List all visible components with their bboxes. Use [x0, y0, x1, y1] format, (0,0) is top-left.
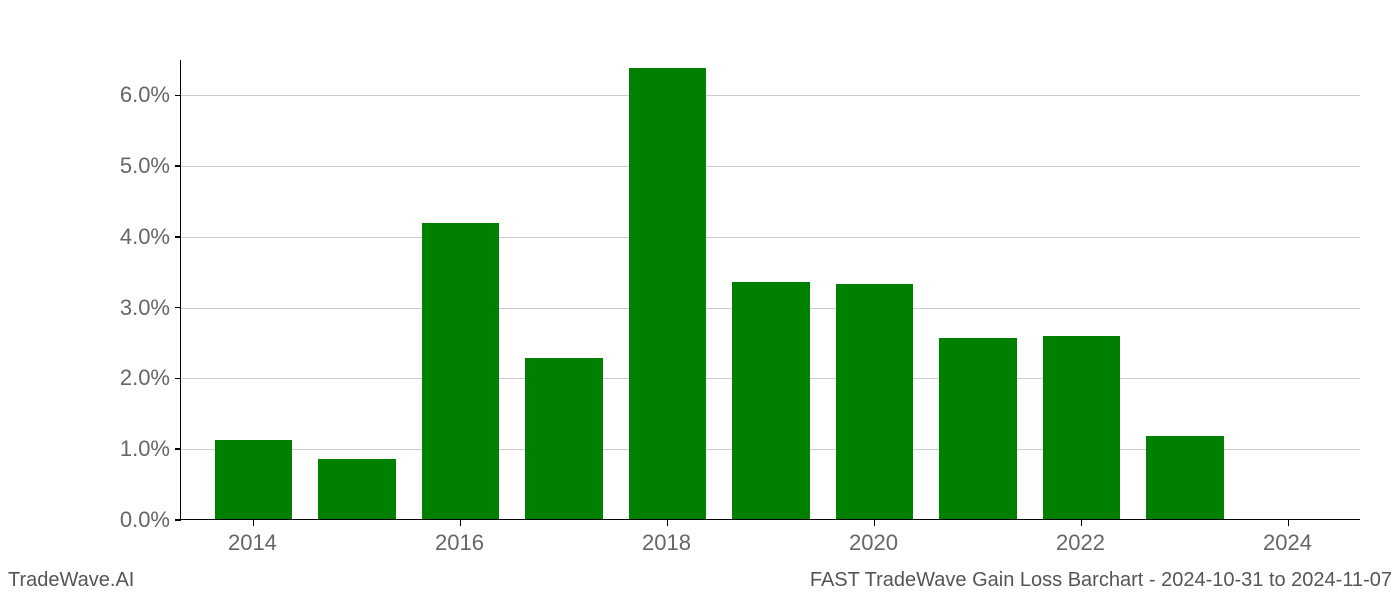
gridline	[181, 166, 1360, 167]
y-tick-label: 6.0%	[70, 82, 170, 108]
y-tick-label: 0.0%	[70, 507, 170, 533]
y-tick-label: 4.0%	[70, 224, 170, 250]
x-tick-label: 2016	[435, 530, 484, 556]
y-tick-label: 5.0%	[70, 153, 170, 179]
y-tick-mark	[175, 95, 181, 97]
bar	[1146, 436, 1224, 520]
y-tick-mark	[175, 307, 181, 309]
gridline	[181, 95, 1360, 96]
y-tick-mark	[175, 448, 181, 450]
y-tick-label: 3.0%	[70, 295, 170, 321]
bar	[525, 358, 603, 519]
y-tick-mark	[175, 165, 181, 167]
y-tick-label: 1.0%	[70, 436, 170, 462]
bar	[318, 459, 396, 519]
bar	[732, 282, 810, 519]
x-tick-label: 2022	[1056, 530, 1105, 556]
y-tick-mark	[175, 236, 181, 238]
bar	[1043, 336, 1121, 519]
x-tick-mark	[1081, 520, 1083, 526]
y-tick-label: 2.0%	[70, 365, 170, 391]
x-tick-mark	[1288, 520, 1290, 526]
y-tick-mark	[175, 519, 181, 521]
x-tick-label: 2018	[642, 530, 691, 556]
x-tick-label: 2014	[228, 530, 277, 556]
footer-right-text: FAST TradeWave Gain Loss Barchart - 2024…	[810, 569, 1392, 592]
chart-container	[180, 60, 1360, 520]
bar	[215, 440, 293, 519]
plot-area	[180, 60, 1360, 520]
bar	[629, 68, 707, 519]
x-tick-label: 2020	[849, 530, 898, 556]
bar	[836, 284, 914, 519]
x-tick-mark	[874, 520, 876, 526]
bar	[422, 223, 500, 519]
y-tick-mark	[175, 378, 181, 380]
bar	[939, 338, 1017, 519]
x-tick-mark	[667, 520, 669, 526]
x-tick-mark	[460, 520, 462, 526]
gridline	[181, 237, 1360, 238]
x-tick-label: 2024	[1263, 530, 1312, 556]
footer-left-text: TradeWave.AI	[8, 569, 134, 592]
x-tick-mark	[253, 520, 255, 526]
